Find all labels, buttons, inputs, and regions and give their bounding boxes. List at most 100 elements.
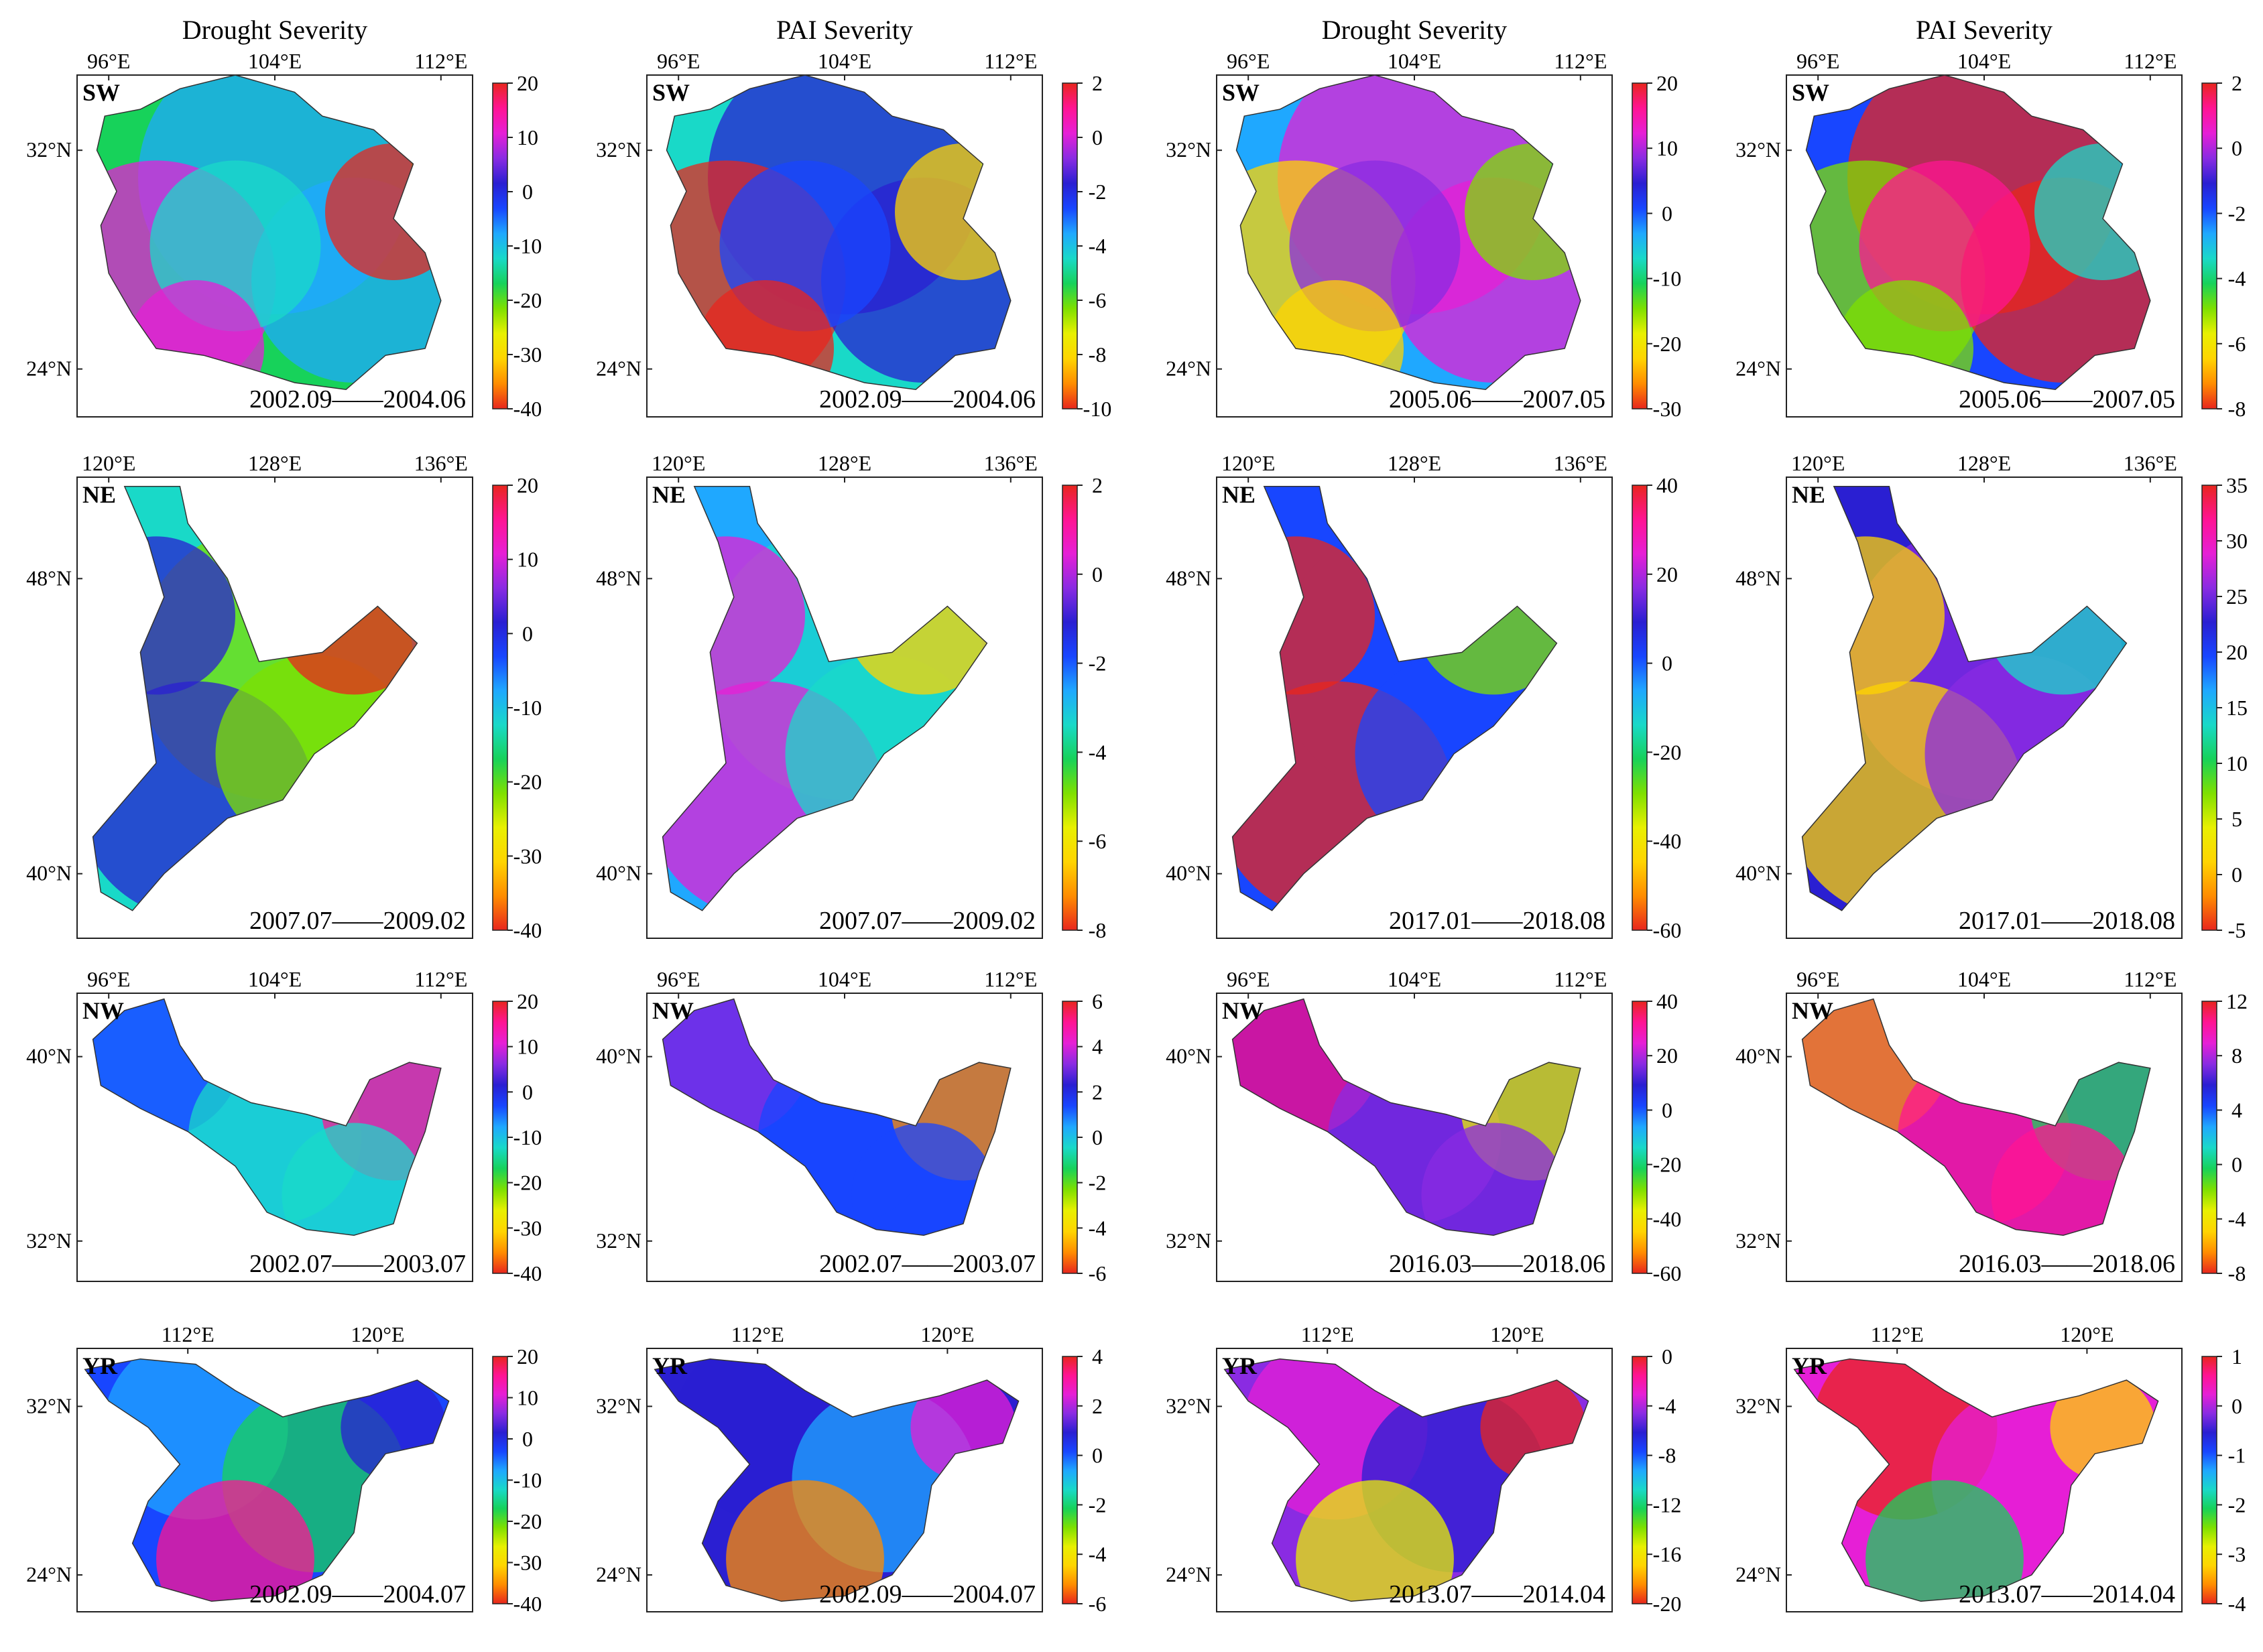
map-panel: NE 2017.01——2018.08 120°E 128°E 136°E 48°N 40°…	[1166, 451, 1681, 942]
colorbar-tick-label: 10	[1656, 136, 1678, 160]
colorbar-tick-label: 10	[2226, 751, 2248, 775]
longitude-tick-label: 96°E	[87, 967, 130, 991]
colorbar-tick-label: -8	[2228, 397, 2246, 421]
longitude-tick-label: 128°E	[1388, 451, 1441, 475]
colorbar-tick-label: -40	[513, 397, 542, 421]
region-boundary	[1223, 1358, 1589, 1602]
longitude-tick-label: 112°E	[1301, 1322, 1354, 1346]
colorbar-tick-label: 0	[1662, 1344, 1672, 1369]
region-boundary	[662, 998, 1012, 1236]
colorbar-tick-label: -20	[513, 770, 542, 794]
longitude-tick-label: 120°E	[1490, 1322, 1544, 1346]
colorbar-tick-label: 40	[1656, 473, 1678, 497]
colorbar-tick-label: 20	[517, 71, 538, 95]
colorbar-tick-label: -1	[2228, 1444, 2246, 1468]
colorbar-tick-label: 0	[1662, 201, 1672, 225]
colorbar	[1632, 1001, 1648, 1274]
colorbar-tick-label: -4	[1089, 1542, 1107, 1566]
latitude-tick-label: 32°N	[1735, 1393, 1781, 1417]
longitude-tick-label: 96°E	[1227, 49, 1270, 73]
colorbar-tick-label: -12	[1653, 1492, 1682, 1517]
colorbar-tick-label: 0	[1662, 651, 1672, 676]
colorbar-tick-label: -30	[513, 1216, 542, 1240]
colorbar	[492, 1001, 508, 1274]
latitude-tick-label: 24°N	[1735, 357, 1781, 381]
latitude-tick-label: 32°N	[26, 1228, 72, 1253]
longitude-tick-label: 96°E	[657, 49, 700, 73]
latitude-tick-label: 48°N	[596, 566, 641, 590]
colorbar	[1632, 485, 1648, 931]
colorbar-tick-label: -8	[1658, 1444, 1676, 1468]
region-label: NE	[82, 481, 116, 508]
colorbar-tick-label: 0	[2231, 1153, 2242, 1177]
region-label: SW	[1792, 79, 1829, 106]
map-panel: NW 2002.07——2003.07 96°E 104°E 112°E 40°N 32°N…	[26, 967, 542, 1285]
map-panel: YR 2002.09——2004.07 112°E 120°E 32°N 24°N 20 10…	[26, 1322, 542, 1616]
region-boundary	[1231, 998, 1581, 1236]
region-label: NE	[1222, 481, 1256, 508]
colorbar-tick-label: -6	[1089, 829, 1107, 853]
region-boundary	[1793, 1358, 2159, 1602]
colorbar	[1062, 82, 1078, 409]
colorbar-tick-label: -40	[1653, 829, 1682, 853]
period-label: 2002.09——2004.06	[249, 385, 466, 414]
colorbar	[2201, 82, 2217, 409]
map-panel: NW 2016.03——2018.06 96°E 104°E 112°E 40°N 32°N…	[1735, 967, 2248, 1285]
colorbar-tick-label: 0	[2231, 1394, 2242, 1418]
longitude-tick-label: 128°E	[1957, 451, 2011, 475]
colorbar	[1062, 485, 1078, 931]
region-label: NW	[82, 997, 124, 1024]
colorbar-tick-label: 1	[2231, 1344, 2242, 1369]
colorbar-tick-label: 2	[2231, 71, 2242, 95]
map-panel: YR 2002.09——2004.07 112°E 120°E 32°N 24°N 4 2 0 -…	[596, 1322, 1107, 1616]
map-panel: NW 2016.03——2018.06 96°E 104°E 112°E 40°N 32°N…	[1166, 967, 1681, 1285]
latitude-tick-label: 48°N	[1166, 566, 1211, 590]
region-boundary	[662, 486, 988, 911]
map-panel: YR 2013.07——2014.04 112°E 120°E 32°N 24°N 0 -4 -…	[1166, 1322, 1682, 1616]
longitude-tick-label: 112°E	[1554, 49, 1607, 73]
colorbar-tick-label: 20	[1656, 562, 1678, 586]
latitude-tick-label: 40°N	[1735, 1044, 1781, 1068]
longitude-tick-label: 112°E	[1554, 967, 1607, 991]
longitude-tick-label: 128°E	[818, 451, 871, 475]
colorbar-tick-label: -40	[513, 1261, 542, 1285]
longitude-tick-label: 120°E	[920, 1322, 974, 1346]
period-label: 2013.07——2014.04	[1959, 1580, 2175, 1608]
colorbar-tick-label: 2	[1092, 1394, 1103, 1418]
colorbar	[1062, 1356, 1078, 1604]
longitude-tick-label: 112°E	[414, 967, 467, 991]
period-label: 2007.07——2009.02	[819, 907, 1036, 935]
colorbar-tick-label: 30	[2226, 529, 2248, 553]
map-panel: NE 2007.07——2009.02 120°E 128°E 136°E 48°N 40°…	[596, 451, 1106, 942]
colorbar-tick-label: -20	[513, 288, 542, 312]
colorbar-tick-label: -10	[513, 1125, 542, 1149]
longitude-tick-label: 104°E	[818, 967, 871, 991]
region-label: YR	[1792, 1352, 1827, 1379]
colorbar	[492, 1356, 508, 1604]
map-panel: YR 2013.07——2014.04 112°E 120°E 32°N 24°N 1 0 -1…	[1735, 1322, 2246, 1616]
latitude-tick-label: 40°N	[1735, 861, 1781, 885]
region-label: YR	[82, 1352, 118, 1379]
colorbar-tick-label: -30	[513, 342, 542, 367]
colorbar	[2201, 1001, 2217, 1274]
latitude-tick-label: 24°N	[26, 357, 72, 381]
latitude-tick-label: 24°N	[1166, 1562, 1211, 1586]
colorbar-tick-label: -30	[1653, 397, 1682, 421]
latitude-tick-label: 48°N	[26, 566, 72, 590]
colorbar	[492, 82, 508, 409]
longitude-tick-label: 104°E	[248, 49, 302, 73]
colorbar-tick-label: 0	[1092, 562, 1103, 586]
map-panel: NE 2017.01——2018.08 120°E 128°E 136°E 48°N 40°…	[1735, 451, 2248, 942]
colorbar-tick-label: 40	[1656, 989, 1678, 1013]
colorbar-tick-label: 0	[2231, 863, 2242, 887]
longitude-tick-label: 96°E	[1796, 967, 1839, 991]
longitude-tick-label: 104°E	[1388, 967, 1441, 991]
region-boundary	[92, 998, 442, 1236]
longitude-tick-label: 136°E	[1554, 451, 1607, 475]
region-boundary	[1231, 486, 1558, 911]
period-label: 2002.09——2004.07	[249, 1580, 466, 1608]
latitude-tick-label: 32°N	[596, 1393, 641, 1417]
colorbar-tick-label: -20	[1653, 1592, 1682, 1616]
period-label: 2002.07——2003.07	[819, 1250, 1036, 1278]
